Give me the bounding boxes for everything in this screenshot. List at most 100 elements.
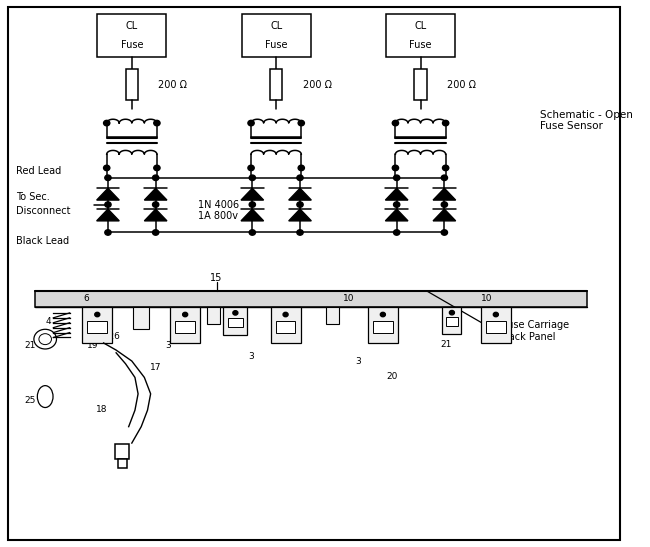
Text: 25: 25 [25, 396, 36, 405]
Text: 200 Ω: 200 Ω [302, 80, 332, 90]
Bar [88, 321, 107, 333]
Text: 2: 2 [187, 316, 192, 324]
Circle shape [297, 230, 303, 235]
Bar [170, 307, 200, 343]
Polygon shape [289, 209, 311, 221]
Bar [207, 307, 220, 324]
Text: 200 Ω: 200 Ω [158, 80, 187, 90]
Circle shape [183, 312, 188, 317]
Circle shape [105, 202, 111, 207]
Bar [326, 307, 339, 324]
Circle shape [154, 165, 160, 171]
Polygon shape [385, 188, 408, 200]
Bar [270, 307, 301, 343]
Polygon shape [144, 209, 167, 221]
Circle shape [297, 202, 303, 207]
Text: 21: 21 [440, 340, 451, 349]
Bar [270, 69, 283, 100]
Bar [446, 317, 458, 327]
Text: 20: 20 [387, 372, 398, 381]
Circle shape [393, 175, 400, 181]
Ellipse shape [37, 386, 53, 408]
Circle shape [393, 165, 398, 171]
Text: Black Lead: Black Lead [16, 236, 69, 246]
Circle shape [283, 312, 288, 317]
Circle shape [105, 175, 111, 181]
Circle shape [103, 165, 110, 171]
Polygon shape [289, 188, 311, 200]
Bar [373, 321, 393, 333]
Circle shape [298, 165, 304, 171]
Bar [133, 307, 149, 329]
Text: 3: 3 [165, 341, 171, 350]
Circle shape [153, 202, 159, 207]
Circle shape [393, 202, 400, 207]
Polygon shape [97, 209, 119, 221]
Text: 15: 15 [211, 273, 223, 283]
Bar [125, 69, 138, 100]
Text: Fuse: Fuse [410, 40, 432, 50]
Bar [368, 307, 398, 343]
Bar [82, 307, 112, 343]
Bar [414, 69, 427, 100]
Text: 1N 4006
1A 800v: 1N 4006 1A 800v [198, 200, 239, 222]
Polygon shape [241, 188, 264, 200]
Circle shape [249, 230, 255, 235]
Bar [98, 14, 166, 57]
Circle shape [297, 175, 303, 181]
Circle shape [441, 202, 447, 207]
Polygon shape [433, 209, 456, 221]
Circle shape [153, 230, 159, 235]
Bar [481, 307, 511, 343]
Circle shape [249, 175, 255, 181]
Text: To Sec.: To Sec. [16, 193, 49, 202]
Polygon shape [144, 188, 167, 200]
Text: Fuse: Fuse [120, 40, 143, 50]
Text: 10: 10 [481, 294, 492, 302]
Text: Fuse Carriage
Back Panel: Fuse Carriage Back Panel [502, 320, 569, 342]
Circle shape [493, 312, 499, 317]
Text: 16: 16 [222, 318, 233, 327]
Circle shape [154, 120, 160, 126]
Text: Disconnect: Disconnect [16, 206, 70, 216]
Text: 18: 18 [96, 405, 107, 414]
Text: 17: 17 [150, 363, 161, 372]
Circle shape [441, 175, 447, 181]
Circle shape [153, 175, 159, 181]
Text: CL: CL [270, 21, 282, 31]
Circle shape [249, 202, 255, 207]
Polygon shape [433, 188, 456, 200]
Circle shape [248, 165, 254, 171]
Circle shape [380, 312, 385, 317]
Text: 21: 21 [25, 341, 36, 350]
Polygon shape [385, 209, 408, 221]
Text: 10: 10 [343, 294, 354, 302]
Text: 4: 4 [46, 317, 51, 326]
Circle shape [95, 312, 100, 317]
Bar [224, 307, 247, 335]
Bar [116, 444, 129, 459]
Text: Schematic - Open
Fuse Sensor: Schematic - Open Fuse Sensor [540, 109, 632, 131]
Circle shape [298, 120, 304, 126]
Bar [34, 291, 587, 307]
Text: 200 Ω: 200 Ω [447, 80, 476, 90]
Bar [486, 321, 506, 333]
Bar [176, 321, 195, 333]
Circle shape [393, 230, 400, 235]
Text: 19: 19 [87, 341, 99, 350]
Circle shape [441, 230, 447, 235]
Bar [242, 14, 311, 57]
Bar [386, 14, 455, 57]
Text: Fuse: Fuse [265, 40, 287, 50]
Bar [118, 459, 127, 468]
Circle shape [393, 120, 398, 126]
Text: CL: CL [125, 21, 138, 31]
Text: 3: 3 [355, 357, 361, 365]
Bar [227, 318, 243, 327]
Text: 3: 3 [248, 352, 254, 361]
Bar [276, 321, 295, 333]
Circle shape [103, 120, 110, 126]
Text: Red Lead: Red Lead [16, 166, 61, 176]
Circle shape [105, 230, 111, 235]
Circle shape [233, 311, 238, 315]
